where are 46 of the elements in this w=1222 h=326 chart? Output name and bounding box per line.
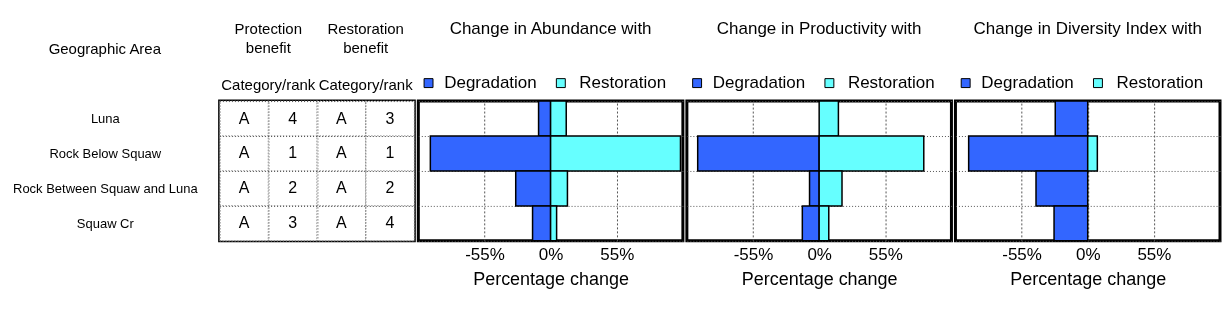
x-tick-label: 0% [538, 245, 564, 265]
x-axis-title: Percentage change [1010, 269, 1167, 290]
text: Category/rank [221, 76, 316, 94]
legend-label: Restoration [847, 73, 935, 93]
text: 4 [288, 109, 298, 127]
text: 4 [385, 214, 395, 232]
x-tick-label: 55% [600, 245, 635, 265]
text: A [238, 109, 250, 127]
chart-title: Change in Productivity with [716, 19, 922, 39]
x-tick-label: 55% [1137, 245, 1172, 265]
legend-label: Restoration [1116, 73, 1204, 93]
text: Protection benefit [234, 20, 303, 57]
text: 1 [385, 144, 395, 162]
legend-label: Degradation [444, 73, 537, 93]
text: 2 [288, 179, 298, 197]
y-tick-label: Rock Below Squaw [49, 145, 162, 161]
x-axis-title: Percentage change [473, 269, 630, 290]
text: A [335, 144, 347, 162]
text: Geographic Area [48, 40, 162, 58]
x-tick-label: 55% [868, 245, 903, 265]
text: A [238, 144, 250, 162]
text: A [335, 179, 347, 197]
x-tick-label: -55% [1002, 245, 1042, 265]
x-tick-label: 0% [1075, 245, 1101, 265]
text: 1 [288, 144, 298, 162]
text: A [335, 109, 347, 127]
text: 3 [288, 214, 298, 232]
x-tick-label: -55% [465, 245, 505, 265]
y-tick-label: Luna [90, 111, 121, 127]
legend-label: Degradation [712, 73, 806, 93]
chart-title: Change in Abundance with [449, 19, 652, 39]
x-tick-label: -55% [733, 245, 774, 265]
legend-label: Restoration [579, 73, 667, 93]
text: 2 [385, 179, 395, 197]
x-axis-title: Percentage change [741, 269, 898, 290]
text: 3 [385, 109, 395, 127]
y-tick-label: Rock Between Squaw and Luna [13, 180, 199, 196]
legend-label: Degradation [981, 73, 1074, 93]
text: Restoration benefit [327, 20, 404, 57]
y-tick-label: Squaw Cr [76, 215, 135, 231]
text: Category/rank [318, 76, 414, 94]
chart-title: Change in Diversity Index with [973, 19, 1202, 39]
text: A [238, 179, 250, 197]
text: A [238, 214, 250, 232]
x-tick-label: 0% [807, 245, 832, 265]
text: A [335, 214, 347, 232]
